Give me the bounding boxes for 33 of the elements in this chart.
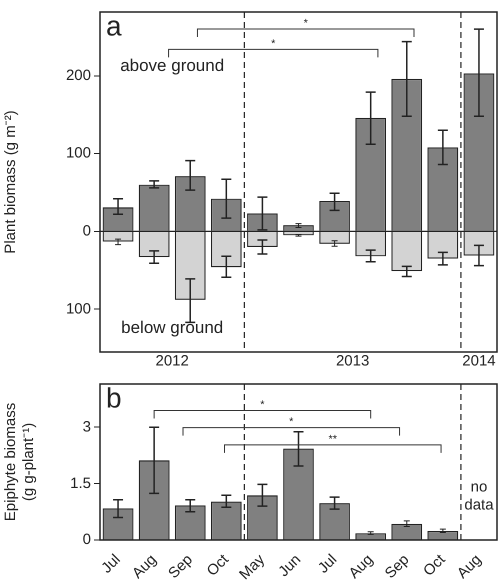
annotation: above ground <box>120 56 224 76</box>
y-axis-title: Epiphyte biomass (g g-plant⁻¹) <box>2 402 38 522</box>
chart-title: b <box>106 382 122 414</box>
y-tick-label: 3 <box>82 418 91 436</box>
annotation: * <box>260 399 266 412</box>
annotation: * <box>271 38 276 50</box>
x-tick-label: May <box>236 550 269 584</box>
y-tick-label: 100 <box>66 300 91 318</box>
y-tick-label: 1.5 <box>70 474 91 492</box>
annotation: * <box>304 18 309 30</box>
x-tick-label: Jun <box>275 551 304 580</box>
y-tick-label: 100 <box>66 144 91 162</box>
chart-title: a <box>106 10 122 42</box>
annotation: below ground <box>121 318 224 337</box>
text: 2013 <box>336 352 370 370</box>
text: 2014 <box>462 352 496 370</box>
annotation: no data <box>464 478 494 514</box>
y-axis-title: Plant biomass (g m⁻²) <box>2 110 20 254</box>
y-tick-label: 200 <box>66 66 91 84</box>
x-tick-label: Aug <box>346 551 376 582</box>
annotation: * <box>289 416 294 428</box>
text: 2012 <box>155 352 189 370</box>
x-tick-label: Aug <box>454 551 485 582</box>
y-tick-label: 0 <box>82 222 91 240</box>
annotation: ** <box>328 433 338 446</box>
x-tick-label: Sep <box>382 551 413 582</box>
x-tick-label: Aug <box>128 551 160 582</box>
x-tick-label: Jul <box>98 551 124 577</box>
x-tick-label: Sep <box>165 551 196 582</box>
x-tick-label: Oct <box>204 550 233 580</box>
y-tick-label: 0 <box>82 531 91 548</box>
x-tick-label: Oct <box>420 550 450 580</box>
x-tick-label: Jul <box>314 551 340 577</box>
